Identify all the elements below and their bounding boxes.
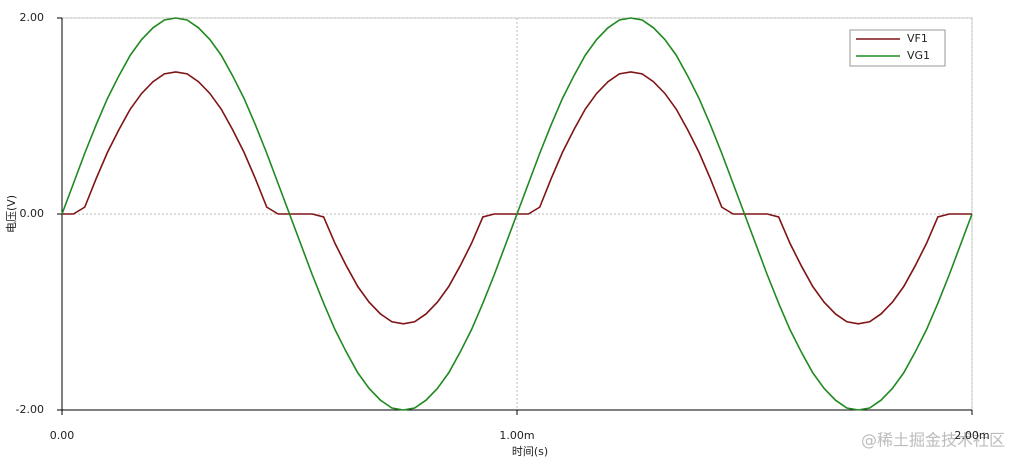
legend-label: VF1: [907, 32, 928, 45]
x-tick-label: 1.00m: [499, 429, 534, 442]
y-tick-label: 0.00: [20, 207, 45, 220]
x-tick-label: 2.00m: [954, 429, 989, 442]
legend-label: VG1: [907, 49, 930, 62]
y-tick-label: 2.00: [20, 11, 45, 24]
legend-box: [849, 29, 946, 67]
series-line: [62, 71, 972, 325]
series-line: [61, 17, 973, 411]
y-axis-title: 电压(V): [5, 195, 18, 233]
watermark: @稀土掘金技术社区: [861, 431, 1005, 450]
x-tick-label: 0.00: [50, 429, 75, 442]
x-axis-title: 时间(s): [512, 445, 548, 458]
y-tick-label: -2.00: [16, 403, 44, 416]
